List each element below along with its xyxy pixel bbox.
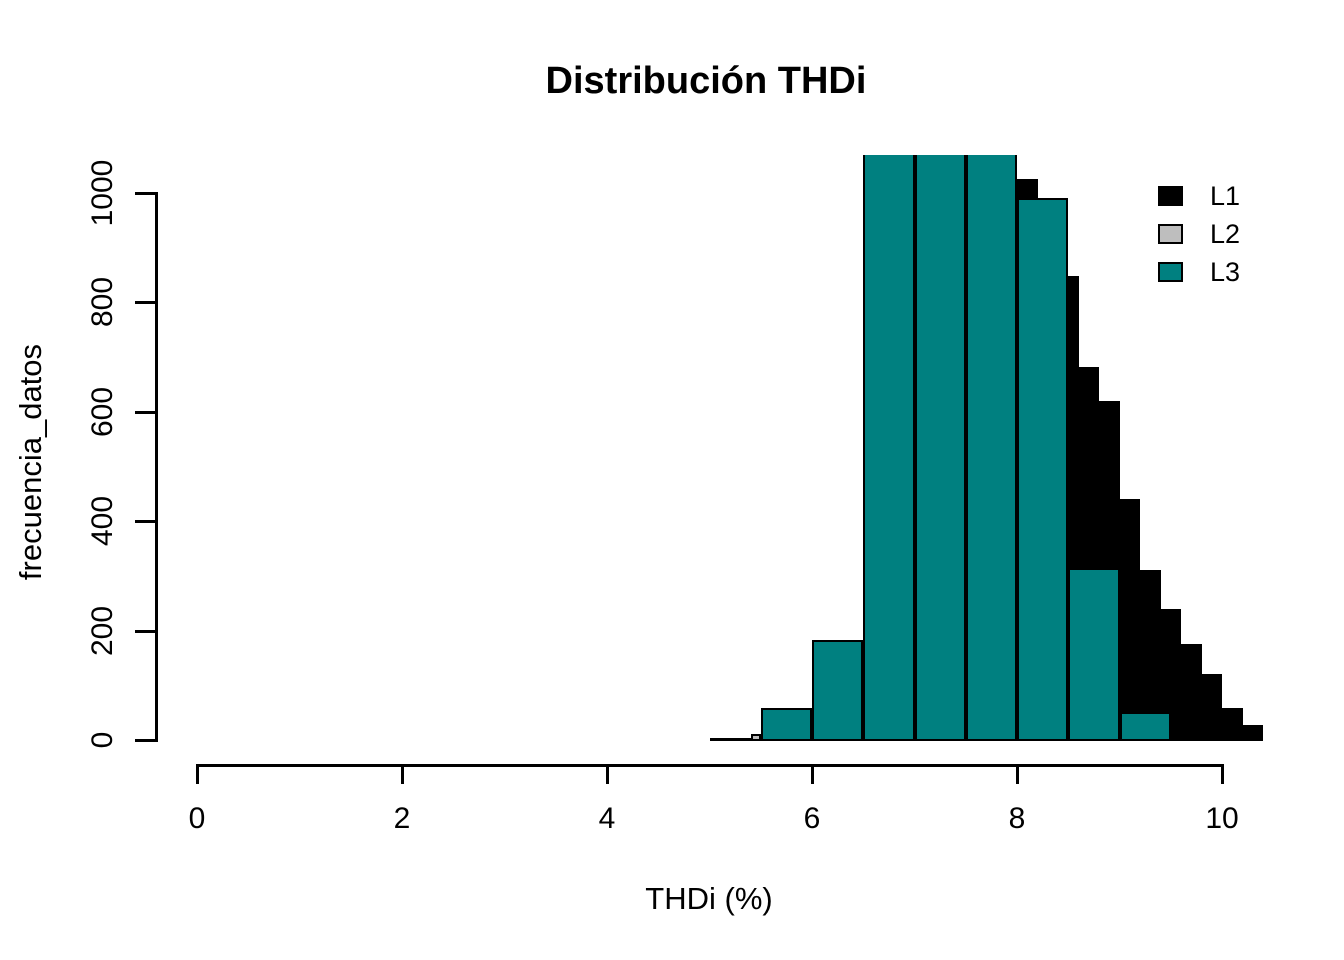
x-tick-label: 6: [803, 802, 821, 835]
y-tick-label: 800: [86, 276, 119, 328]
chart-title: Distribución THDi: [545, 60, 867, 102]
y-tick-label: 0: [86, 731, 119, 749]
histogram-bar-l3: [1068, 568, 1120, 741]
x-tick: [1016, 764, 1019, 784]
histogram-bar-l1: [730, 738, 751, 741]
y-tick-label: 400: [86, 495, 119, 547]
x-tick-label: 10: [1205, 802, 1239, 835]
histogram-bar-l1: [1222, 708, 1243, 741]
y-tick: [135, 301, 156, 304]
histogram-bar-l1: [1202, 674, 1222, 741]
y-tick-label: 200: [86, 605, 119, 657]
histogram-bar-l3: [812, 640, 863, 741]
x-tick-label: 8: [1008, 802, 1026, 835]
histogram-bar-l1: [1181, 644, 1202, 741]
histogram-bar-l3: [966, 155, 1017, 741]
x-tick: [196, 764, 199, 784]
legend-label-l2: L2: [1210, 219, 1241, 249]
x-tick: [811, 764, 814, 784]
histogram-bar-l3: [915, 155, 966, 741]
x-tick: [1221, 764, 1224, 784]
legend-swatch-l3: [1158, 262, 1183, 282]
legend-swatch-l1: [1158, 186, 1183, 206]
x-tick-label: 4: [598, 802, 616, 835]
y-tick: [135, 739, 156, 742]
y-tick: [135, 192, 156, 195]
histogram-bar-l2: [751, 734, 761, 741]
x-tick: [606, 764, 609, 784]
y-axis-line: [155, 192, 158, 742]
histogram-bar-l3: [1017, 198, 1068, 741]
legend-label-l1: L1: [1210, 181, 1241, 211]
x-axis-label: THDi (%): [645, 881, 773, 916]
legend-label-l3: L3: [1210, 257, 1241, 287]
legend-swatch-l2: [1158, 224, 1183, 244]
histogram-bar-l1: [1120, 499, 1140, 741]
y-tick: [135, 411, 156, 414]
histogram-bar-l3: [1120, 712, 1171, 741]
histogram-bar-l1: [710, 738, 730, 741]
plot-area: [0, 155, 1344, 741]
y-tick: [135, 630, 156, 633]
x-tick-label: 2: [393, 802, 411, 835]
histogram-bar-l1: [1243, 725, 1263, 741]
histogram-bar-l3: [761, 708, 812, 741]
y-tick-label: 1000: [86, 159, 119, 227]
x-tick: [401, 764, 404, 784]
x-tick-label: 0: [188, 802, 206, 835]
histogram-bar-l1: [1161, 609, 1181, 741]
histogram-bar-l3: [863, 155, 915, 741]
y-tick: [135, 520, 156, 523]
x-axis-line: [196, 764, 1224, 767]
y-tick-label: 600: [86, 386, 119, 438]
